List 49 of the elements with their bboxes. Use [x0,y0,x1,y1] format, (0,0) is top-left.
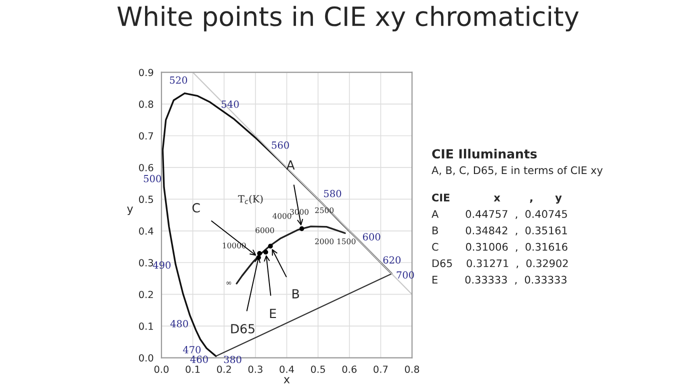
text: D65 0.31271 , 0.32902 [432,259,568,268]
annotation: T$_{c}$(K) [238,194,263,204]
y-tick-label: 0.0 [139,354,154,362]
y-tick-label: 0.8 [139,100,154,108]
text: E 0.33333 , 0.33333 [432,276,566,285]
annotation: 480 [170,320,188,328]
x-tick-label: 0.3 [248,366,262,373]
y-tick-label: 0.4 [139,227,154,235]
annotation: 380 [224,356,242,364]
x-tick-label: 0.5 [310,366,325,373]
x-tick-label: 0.7 [374,366,388,373]
y-axis-title: y [127,206,133,216]
y-tick-label: 0.1 [139,322,153,330]
annotation: D65 [231,324,254,334]
y-tick-label: 0.2 [139,290,153,298]
text: CIE Illuminants [432,148,537,159]
x-tick-label: 0.8 [404,366,420,373]
annotation: 520 [170,76,188,84]
y-tick-label: 0.7 [139,132,154,140]
annotation: 500 [144,174,162,182]
y-tick-label: 0.6 [139,164,154,172]
annotation: A [286,160,295,170]
x-tick-label: 0.2 [217,366,231,373]
annotation: E [270,308,276,318]
x-tick-label: 0.0 [154,366,169,373]
text: B 0.34842 , 0.35161 [432,226,567,236]
x-tick-label: 0.4 [280,366,294,373]
chart-title: White points in CIE xy chromaticity [117,6,579,32]
annotation: 540 [222,100,239,108]
annotation: 580 [324,190,342,198]
x-tick-label: 0.1 [186,366,200,373]
annotation: 470 [182,346,201,354]
annotation: 620 [383,256,401,264]
annotation: 560 [272,141,289,149]
y-tick-label: 0.9 [139,68,154,76]
text: CIE x , y [432,194,562,204]
x-axis-title: x [284,377,290,384]
annotation: 700 [396,271,414,279]
annotation: C [192,203,200,213]
text: A, B, C, D65, E in terms of CIE xy [432,166,603,176]
text: C 0.31006 , 0.31616 [432,242,568,252]
y-tick-label: 0.3 [139,259,154,266]
annotation: B [292,289,299,298]
annotation: 490 [152,261,171,269]
annotation: 460 [190,356,208,363]
x-tick-label: 0.6 [342,366,357,373]
text: A 0.44757 , 0.40745 [432,210,567,219]
annotation: 600 [362,233,380,240]
y-tick-label: 0.5 [139,196,153,204]
